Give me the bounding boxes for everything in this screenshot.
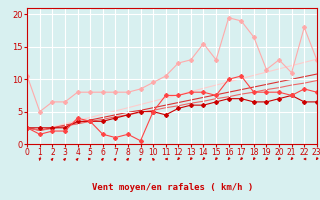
Text: Vent moyen/en rafales ( km/h ): Vent moyen/en rafales ( km/h ): [92, 183, 253, 192]
